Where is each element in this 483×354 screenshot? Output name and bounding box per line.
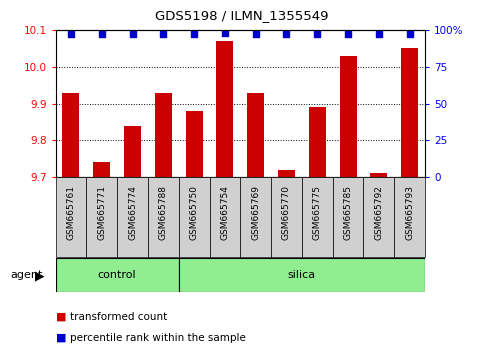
Text: control: control bbox=[98, 270, 136, 280]
Bar bbox=[309, 107, 326, 177]
Bar bbox=[179, 177, 210, 257]
Text: GSM665771: GSM665771 bbox=[97, 185, 106, 240]
Bar bbox=[56, 258, 179, 292]
Text: ■: ■ bbox=[56, 312, 66, 322]
Text: percentile rank within the sample: percentile rank within the sample bbox=[70, 333, 246, 343]
Bar bbox=[148, 177, 179, 257]
Bar bbox=[155, 92, 172, 177]
Text: GSM665750: GSM665750 bbox=[190, 185, 199, 240]
Text: GSM665788: GSM665788 bbox=[159, 185, 168, 240]
Point bbox=[406, 32, 413, 37]
Bar bbox=[364, 177, 394, 257]
Bar bbox=[401, 48, 418, 177]
Point bbox=[221, 30, 229, 36]
Point bbox=[283, 32, 290, 37]
Point bbox=[159, 32, 167, 37]
Bar bbox=[340, 56, 356, 177]
Bar bbox=[93, 162, 110, 177]
Text: GSM665775: GSM665775 bbox=[313, 185, 322, 240]
Bar bbox=[179, 258, 425, 292]
Bar bbox=[124, 126, 141, 177]
Bar bbox=[370, 173, 387, 177]
Text: silica: silica bbox=[288, 270, 316, 280]
Text: GSM665785: GSM665785 bbox=[343, 185, 353, 240]
Text: transformed count: transformed count bbox=[70, 312, 167, 322]
Point bbox=[375, 32, 383, 37]
Bar bbox=[333, 177, 364, 257]
Point bbox=[128, 32, 136, 37]
Text: agent: agent bbox=[11, 270, 43, 280]
Text: ▶: ▶ bbox=[35, 269, 44, 282]
Text: ■: ■ bbox=[56, 333, 66, 343]
Bar bbox=[62, 92, 79, 177]
Bar bbox=[185, 111, 202, 177]
Point bbox=[190, 32, 198, 37]
Text: GSM665769: GSM665769 bbox=[251, 185, 260, 240]
Text: GSM665761: GSM665761 bbox=[67, 185, 75, 240]
Point bbox=[67, 32, 75, 37]
Bar bbox=[86, 177, 117, 257]
Text: GSM665770: GSM665770 bbox=[282, 185, 291, 240]
Bar bbox=[216, 41, 233, 177]
Point bbox=[98, 32, 106, 37]
Point bbox=[313, 32, 321, 37]
Bar bbox=[302, 177, 333, 257]
Bar bbox=[394, 177, 425, 257]
Bar bbox=[247, 92, 264, 177]
Bar bbox=[56, 177, 86, 257]
Text: GDS5198 / ILMN_1355549: GDS5198 / ILMN_1355549 bbox=[155, 9, 328, 22]
Text: GSM665774: GSM665774 bbox=[128, 185, 137, 240]
Bar bbox=[210, 177, 240, 257]
Point bbox=[252, 32, 259, 37]
Bar bbox=[278, 170, 295, 177]
Bar bbox=[117, 177, 148, 257]
Bar bbox=[240, 177, 271, 257]
Text: GSM665754: GSM665754 bbox=[220, 185, 229, 240]
Text: GSM665792: GSM665792 bbox=[374, 185, 384, 240]
Point bbox=[344, 32, 352, 37]
Bar bbox=[271, 177, 302, 257]
Text: GSM665793: GSM665793 bbox=[405, 185, 414, 240]
